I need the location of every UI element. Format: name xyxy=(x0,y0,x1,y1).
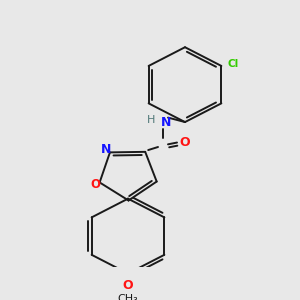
Text: O: O xyxy=(180,136,190,149)
Text: N: N xyxy=(161,116,171,129)
Text: Cl: Cl xyxy=(227,59,239,69)
Text: O: O xyxy=(91,178,100,191)
Text: O: O xyxy=(123,280,133,292)
Text: H: H xyxy=(147,115,155,125)
Text: N: N xyxy=(101,143,111,156)
Text: CH₃: CH₃ xyxy=(118,294,138,300)
